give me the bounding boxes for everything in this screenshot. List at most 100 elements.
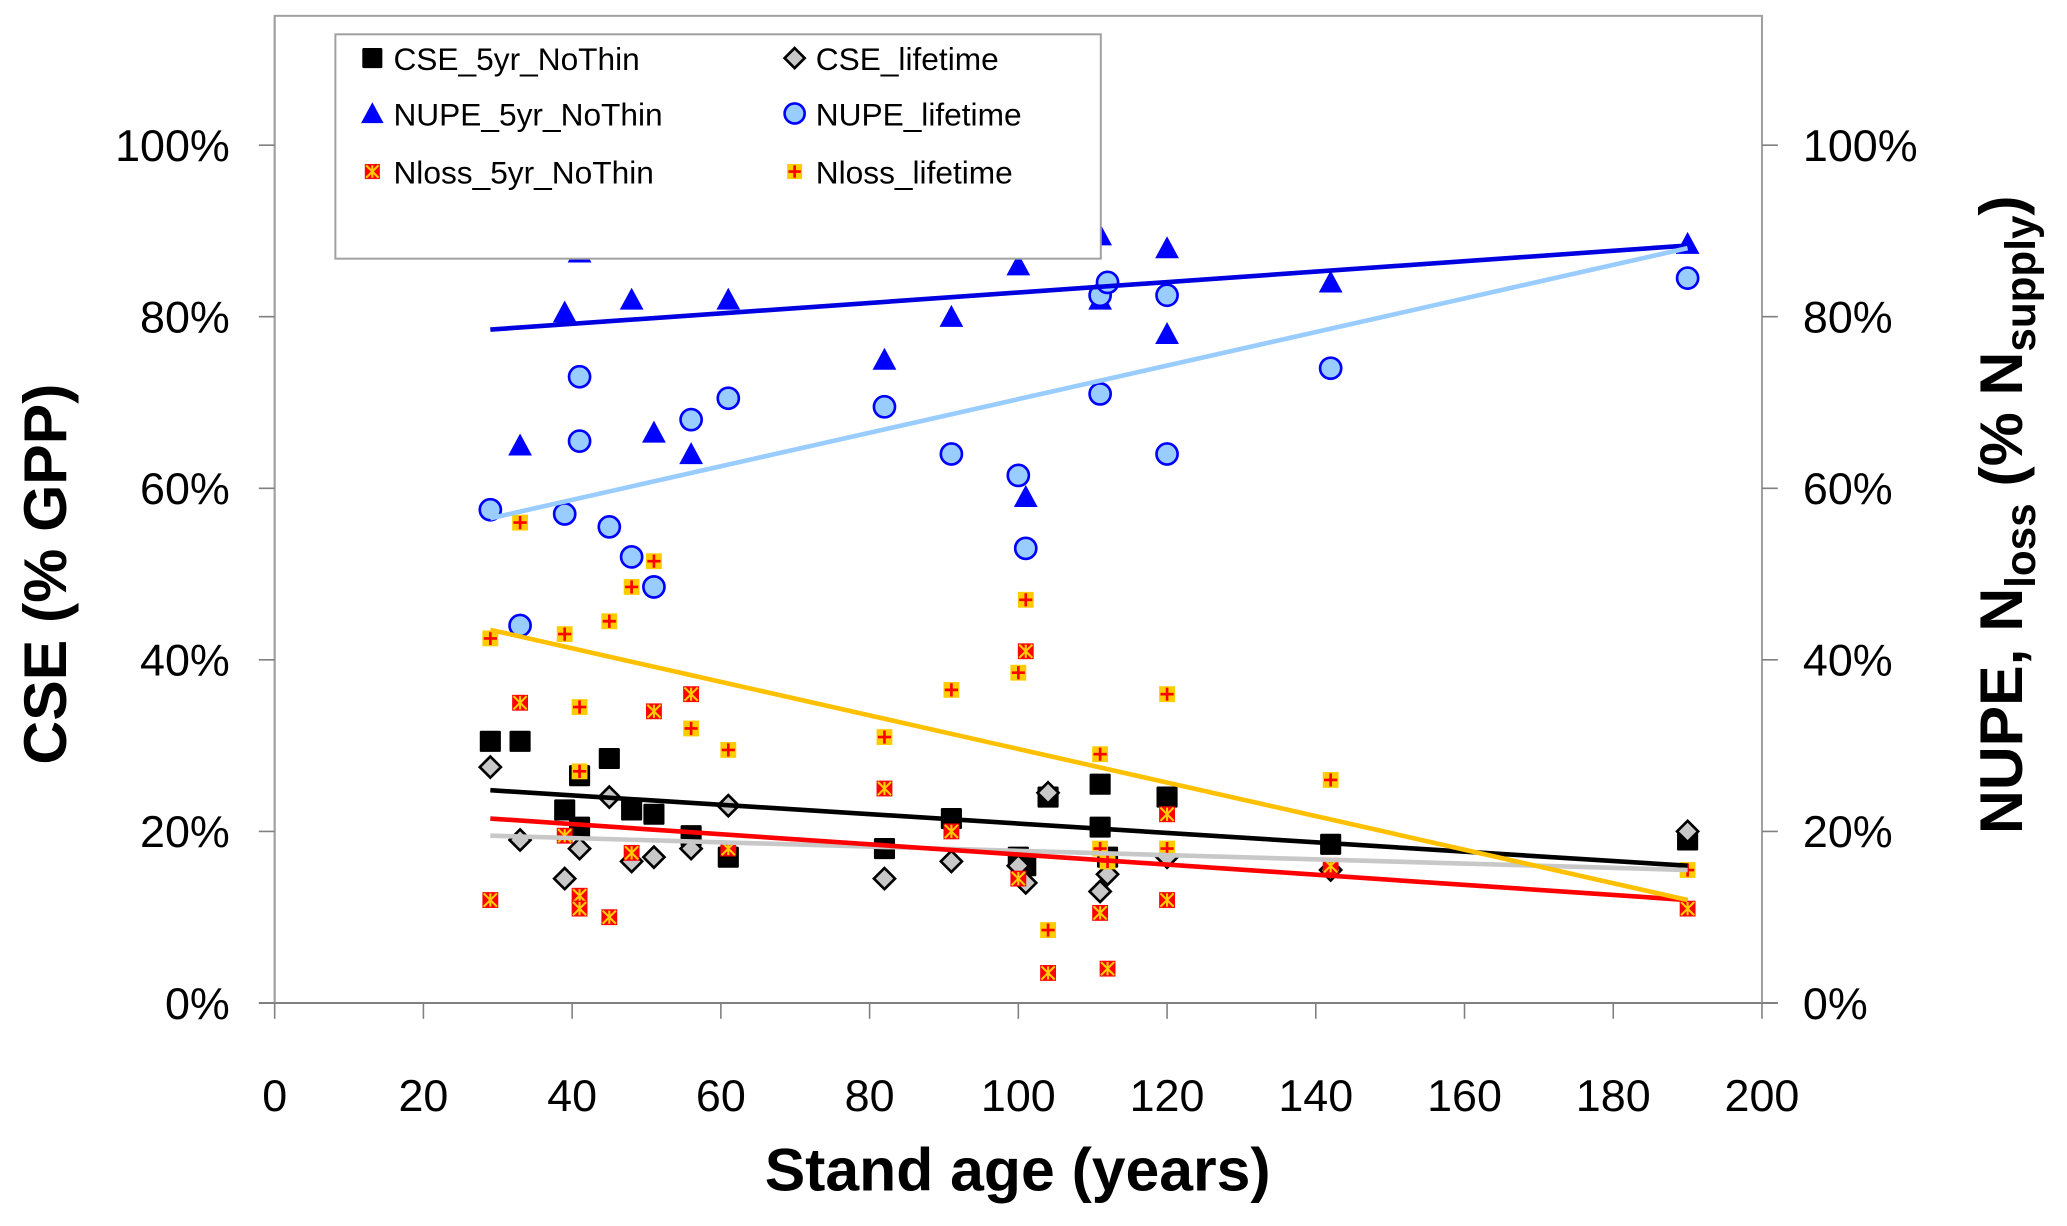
legend-marker-nupe-lifetime xyxy=(783,102,806,125)
point-nloss-5yr-nothin xyxy=(571,900,588,917)
marker-square xyxy=(509,730,531,752)
legend-item-nloss-5yr-nothin: Nloss_5yr_NoThin xyxy=(364,154,654,190)
point-nloss-lifetime xyxy=(1010,664,1027,681)
point-nupe-lifetime xyxy=(1006,463,1031,488)
x-tick-label: 40 xyxy=(547,1070,597,1121)
point-nupe-5yr-nothin xyxy=(1318,270,1343,293)
marker-plus-glyph xyxy=(684,721,698,736)
y-tick-label-right: 60% xyxy=(1803,463,1893,514)
y2-title-sub1: loss xyxy=(1997,503,2044,587)
legend-item-nupe-lifetime: NUPE_lifetime xyxy=(783,96,1022,132)
point-nupe-lifetime xyxy=(597,515,622,539)
trend-lines xyxy=(489,243,1689,903)
point-nupe-5yr-nothin xyxy=(1155,236,1179,259)
point-nupe-5yr-nothin xyxy=(872,347,897,370)
marker-x-glyph xyxy=(1040,965,1056,981)
marker-triangle xyxy=(1155,322,1179,344)
marker-circle xyxy=(1675,266,1700,291)
point-cse-lifetime xyxy=(872,866,897,892)
y-tick-label-right: 20% xyxy=(1803,806,1893,857)
marker-diamond xyxy=(1675,818,1701,844)
point-cse-5yr-nothin xyxy=(1156,786,1178,808)
marker-square xyxy=(554,799,576,821)
y2-title-mid: (% N xyxy=(1967,352,2035,504)
point-nupe-lifetime xyxy=(1013,536,1038,561)
legend-marker-nloss-5yr-nothin xyxy=(364,164,380,180)
marker-circle xyxy=(872,394,897,419)
y-tick-label-left: 0% xyxy=(165,978,230,1029)
marker-triangle xyxy=(1155,236,1179,259)
legend-marker-nupe-5yr-nothin xyxy=(361,102,384,124)
y-axis-title-left: CSE (% GPP) xyxy=(11,384,79,765)
marker-square xyxy=(569,816,591,838)
marker-circle xyxy=(939,442,964,466)
marker-square xyxy=(1156,786,1178,808)
point-nloss-lifetime xyxy=(1092,746,1109,763)
point-nloss-lifetime xyxy=(482,630,499,647)
marker-circle xyxy=(552,502,577,526)
marker-triangle xyxy=(939,304,964,327)
point-nloss-5yr-nothin xyxy=(876,780,893,797)
y2-title-sub2: supply xyxy=(1997,215,2044,352)
legend-marker-cse-lifetime xyxy=(782,46,807,70)
marker-x-glyph xyxy=(512,695,528,711)
marker-circle xyxy=(716,386,741,411)
point-nupe-5yr-nothin xyxy=(679,442,703,465)
point-nloss-lifetime xyxy=(646,553,662,570)
marker-x-glyph xyxy=(1100,961,1115,977)
marker-x-glyph xyxy=(365,164,380,179)
marker-circle xyxy=(1088,382,1113,406)
point-nloss-5yr-nothin xyxy=(1040,965,1056,981)
marker-circle xyxy=(1155,442,1179,466)
marker-circle xyxy=(567,364,592,389)
marker-triangle xyxy=(642,420,666,443)
point-cse-lifetime xyxy=(552,866,578,892)
marker-circle xyxy=(679,407,703,432)
x-tick-label: 80 xyxy=(845,1070,895,1121)
marker-diamond xyxy=(641,844,667,870)
y-tick-label-right: 40% xyxy=(1803,635,1893,686)
marker-x-glyph xyxy=(572,901,587,916)
marker-triangle xyxy=(1318,270,1343,293)
legend-items: CSE_5yr_NoThin CSE_lifetime NUPE_5yr_NoThi… xyxy=(361,41,1022,190)
point-nloss-5yr-nothin xyxy=(1010,870,1027,887)
trend-line-nloss-lifetime xyxy=(489,627,1689,903)
marker-circle xyxy=(1006,463,1031,488)
marker-x-glyph xyxy=(1018,643,1034,659)
marker-square xyxy=(598,747,620,770)
marker-diamond xyxy=(782,46,807,70)
marker-x-glyph xyxy=(944,824,959,839)
marker-triangle xyxy=(872,347,897,370)
point-nupe-lifetime xyxy=(1675,266,1700,291)
marker-circle xyxy=(642,575,666,599)
marker-x-glyph xyxy=(1159,892,1175,908)
legend: CSE_5yr_NoThin CSE_lifetime NUPE_5yr_NoThi… xyxy=(334,33,1102,260)
marker-diamond xyxy=(1035,780,1061,806)
legend-label: NUPE_5yr_NoThin xyxy=(393,96,662,132)
marker-plus-glyph xyxy=(944,683,958,697)
y-tick-label-right: 100% xyxy=(1803,120,1918,171)
point-nloss-5yr-nothin xyxy=(512,694,528,711)
legend-item-cse-5yr-nothin: CSE_5yr_NoThin xyxy=(362,41,640,77)
trend-line-nloss-5yr-nothin xyxy=(490,816,1688,903)
point-nupe-lifetime xyxy=(1095,270,1120,295)
legend-label: CSE_5yr_NoThin xyxy=(393,41,639,77)
marker-x-glyph xyxy=(1680,901,1695,916)
point-nupe-5yr-nothin xyxy=(619,287,644,310)
point-cse-5yr-nothin xyxy=(554,799,576,821)
point-nloss-5yr-nothin xyxy=(1099,960,1116,977)
point-nupe-5yr-nothin xyxy=(552,300,577,323)
point-nupe-lifetime xyxy=(552,502,577,526)
point-cse-lifetime xyxy=(567,836,592,861)
y-tick-label-left: 80% xyxy=(140,292,230,343)
marker-x-glyph xyxy=(601,909,617,925)
marker-circle xyxy=(1013,536,1038,561)
y2-title-end: ) xyxy=(1967,195,2035,215)
marker-x-glyph xyxy=(1010,871,1026,886)
marker-plus-glyph xyxy=(1324,773,1338,787)
point-nupe-lifetime xyxy=(716,386,741,411)
point-nloss-lifetime xyxy=(720,742,737,758)
legend-item-cse-lifetime: CSE_lifetime xyxy=(782,41,999,77)
marker-triangle xyxy=(1013,484,1038,507)
point-nupe-lifetime xyxy=(872,394,897,419)
